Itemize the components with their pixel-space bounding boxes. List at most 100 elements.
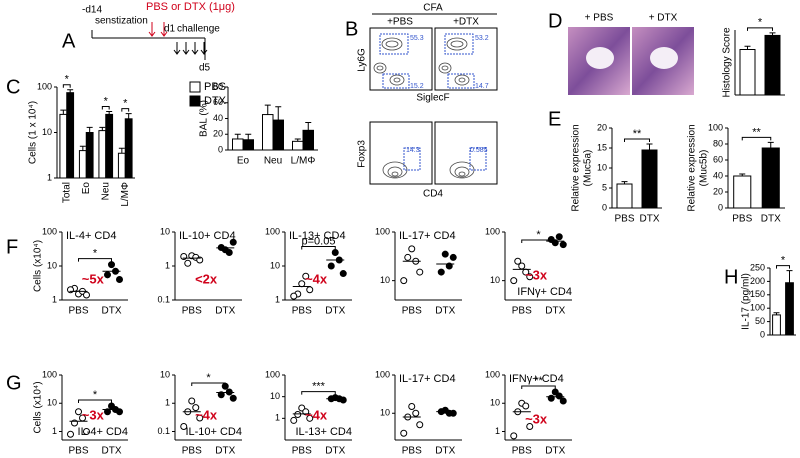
y-tick-label: 0.1 bbox=[157, 294, 170, 304]
x-tick-label: L/MΦ bbox=[120, 182, 131, 207]
dot bbox=[229, 238, 237, 246]
error-bar bbox=[769, 32, 776, 36]
dot bbox=[298, 280, 306, 288]
airway bbox=[650, 47, 678, 69]
dot bbox=[306, 286, 314, 294]
error-bar bbox=[621, 181, 628, 184]
significance: * bbox=[758, 17, 763, 29]
bar bbox=[739, 49, 756, 96]
dot bbox=[294, 411, 302, 419]
dot bbox=[67, 286, 74, 294]
y-tick-label: 10 bbox=[47, 398, 57, 408]
bar bbox=[105, 113, 114, 179]
dot bbox=[306, 414, 314, 422]
x-tick-label: PBS bbox=[182, 306, 202, 317]
y-axis-label: Relative expression bbox=[571, 124, 582, 211]
y-tick-label: 100 bbox=[708, 122, 723, 132]
x-tick-label: PBS bbox=[182, 446, 202, 457]
significance-bracket bbox=[741, 136, 772, 141]
timeline-treatment: PBS or DTX (1μg) bbox=[146, 1, 235, 13]
bar bbox=[772, 314, 781, 336]
y-tick-label: 20 bbox=[597, 122, 607, 132]
x-tick-label: PBS bbox=[68, 446, 88, 457]
error-bar bbox=[118, 147, 125, 154]
panel-letter: F bbox=[6, 236, 18, 258]
dot bbox=[290, 292, 298, 300]
significance-bracket bbox=[301, 245, 336, 250]
significance: p=0.05 bbox=[302, 235, 336, 247]
dot bbox=[555, 392, 563, 400]
significance: * bbox=[93, 247, 98, 259]
histology-label: + DTX bbox=[649, 13, 678, 24]
significance: * bbox=[65, 74, 70, 86]
flow-plot bbox=[434, 121, 498, 185]
dot bbox=[437, 268, 445, 276]
airway bbox=[586, 47, 614, 69]
y-tick-label: 0.1 bbox=[157, 426, 170, 436]
error-bar bbox=[739, 173, 746, 176]
bar bbox=[272, 119, 284, 151]
timeline-day: d1 bbox=[164, 24, 176, 35]
chart-title: IFNγ+ CD4 bbox=[509, 373, 564, 385]
x-tick-label: PBS bbox=[402, 446, 422, 457]
error-bar bbox=[275, 106, 282, 121]
significance: * bbox=[206, 372, 211, 384]
error-bar bbox=[264, 104, 271, 115]
y-axis-label: Cells (x10⁴) bbox=[33, 240, 44, 292]
panel-letter: A bbox=[62, 30, 76, 52]
dot bbox=[331, 248, 339, 256]
legend-swatch bbox=[189, 95, 201, 107]
error-bar bbox=[773, 312, 780, 315]
x-tick-label: DTX bbox=[761, 214, 781, 225]
significance-bracket bbox=[747, 27, 773, 31]
flow-column: +PBS bbox=[387, 17, 413, 28]
bar bbox=[124, 118, 133, 179]
error-bar bbox=[744, 45, 751, 50]
y-tick-label: 10 bbox=[270, 391, 280, 401]
dot bbox=[510, 277, 518, 285]
error-bar bbox=[79, 145, 86, 151]
x-tick-label: L/MΦ bbox=[291, 156, 316, 167]
dot bbox=[559, 397, 567, 405]
error-bar bbox=[99, 126, 106, 131]
panel-letter: E bbox=[548, 108, 561, 130]
panel-letter: G bbox=[6, 372, 22, 394]
bar bbox=[59, 113, 68, 179]
error-bar bbox=[234, 133, 241, 139]
y-tick-label: 1 bbox=[52, 426, 57, 436]
fold-change: ~4x bbox=[195, 407, 218, 422]
dot bbox=[526, 423, 534, 431]
significance-bracket bbox=[521, 385, 556, 390]
y-tick-label: 0 bbox=[760, 329, 765, 339]
dot bbox=[559, 241, 567, 249]
significance: * bbox=[93, 389, 98, 401]
dot bbox=[441, 250, 449, 258]
y-axis-label: Relative expression bbox=[687, 124, 698, 211]
y-tick-label: 0 bbox=[218, 144, 223, 154]
significance-bracket bbox=[624, 138, 650, 142]
bar bbox=[785, 282, 794, 336]
dot bbox=[75, 408, 82, 416]
x-tick-label: Total bbox=[61, 182, 72, 203]
dot bbox=[116, 408, 123, 416]
x-tick-label: PBS bbox=[512, 306, 532, 317]
x-tick-label: DTX bbox=[215, 446, 235, 457]
y-tick-label: 100 bbox=[42, 369, 57, 379]
y-tick-label: 250 bbox=[750, 262, 765, 272]
timeline-challenge: challenge bbox=[177, 24, 220, 35]
x-tick-label: DTX bbox=[215, 306, 235, 317]
y-tick-label: 10 bbox=[597, 162, 607, 172]
significance: * bbox=[781, 255, 786, 267]
error-bar bbox=[67, 89, 74, 93]
bar bbox=[733, 175, 752, 209]
chart-title: IL-17+ CD4 bbox=[399, 230, 456, 242]
dot bbox=[104, 271, 111, 279]
y-tick-label: 1 bbox=[495, 426, 500, 436]
flow-y-label: Foxp3 bbox=[357, 140, 368, 168]
fold-change: ~4x bbox=[305, 271, 328, 286]
flow-panel: CFA +PBS +DTX 55.3 15.2 53.2 14.7 1 bbox=[357, 3, 498, 200]
significance-bracket bbox=[121, 108, 130, 112]
y-tick-label: 5 bbox=[602, 182, 607, 192]
gates bbox=[379, 33, 487, 171]
dot bbox=[404, 253, 412, 261]
